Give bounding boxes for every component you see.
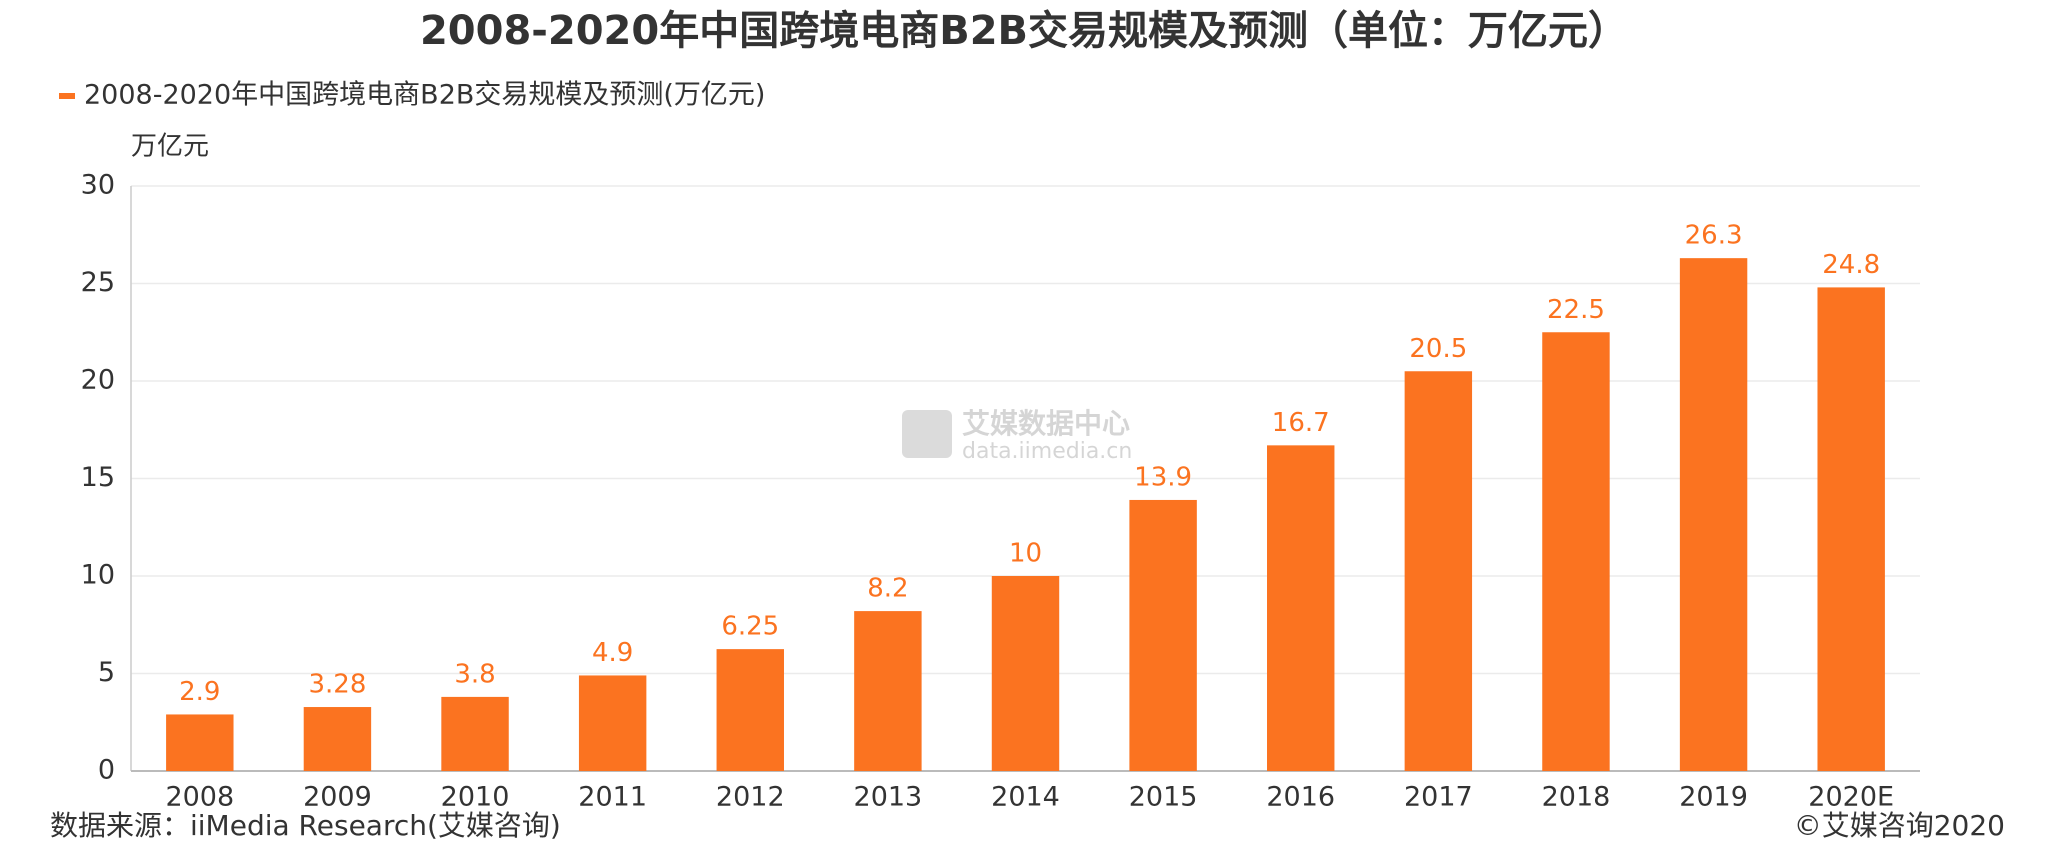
x-tick-label: 2020E [1808, 782, 1894, 813]
data-label: 3.28 [308, 670, 366, 700]
legend-swatch [59, 93, 75, 99]
data-label: 20.5 [1409, 334, 1467, 364]
x-tick-label: 2014 [991, 782, 1060, 813]
x-tick-label: 2011 [578, 782, 647, 813]
data-label: 13.9 [1134, 462, 1192, 492]
data-label: 8.2 [867, 574, 908, 604]
x-tick-label: 2019 [1679, 782, 1748, 813]
y-tick-label: 0 [98, 755, 115, 786]
chart-title: 2008-2020年中国跨境电商B2B交易规模及预测（单位：万亿元） [420, 8, 1628, 54]
copyright: ©艾媒咨询2020 [1794, 809, 2005, 842]
data-label: 6.25 [721, 612, 779, 642]
bar [854, 611, 922, 771]
data-label: 4.9 [592, 638, 633, 668]
x-tick-label: 2010 [441, 782, 510, 813]
data-label: 2.9 [179, 677, 220, 707]
x-tick-label: 2015 [1129, 782, 1198, 813]
bar [1679, 258, 1748, 771]
bar [1129, 499, 1197, 771]
y-tick-label: 15 [81, 462, 115, 493]
x-tick-label: 2016 [1266, 782, 1335, 813]
data-label: 24.8 [1822, 250, 1880, 280]
legend-label: 2008-2020年中国跨境电商B2B交易规模及预测(万亿元) [84, 80, 765, 111]
bar [1404, 371, 1473, 771]
data-label: 16.7 [1272, 408, 1330, 438]
watermark: 艾媒数据中心 data.iimedia.cn [902, 407, 1132, 464]
bar [1267, 445, 1335, 771]
watermark-icon [902, 410, 952, 458]
x-tick-label: 2009 [303, 782, 372, 813]
source: 数据来源：iiMedia Research(艾媒咨询) [50, 809, 561, 842]
x-tick-label: 2018 [1542, 782, 1611, 813]
x-tick-label: 2017 [1404, 782, 1473, 813]
bar [716, 649, 784, 771]
bar [303, 707, 372, 771]
bar [1817, 287, 1885, 771]
y-tick-label: 5 [98, 657, 115, 688]
data-label: 3.8 [454, 659, 495, 689]
y-tick-label: 10 [81, 560, 115, 591]
bar [441, 696, 509, 771]
data-label: 26.3 [1685, 221, 1743, 251]
data-label: 10 [1009, 539, 1042, 569]
bar [991, 576, 1060, 771]
y-tick-label: 25 [81, 267, 115, 298]
x-tick-label: 2008 [165, 782, 234, 813]
watermark-title: 艾媒数据中心 [962, 407, 1130, 440]
data-label: 22.5 [1547, 295, 1605, 325]
bar [1542, 332, 1610, 771]
y-axis-title: 万亿元 [131, 132, 209, 162]
y-tick-label: 30 [81, 170, 115, 201]
bar [166, 714, 234, 771]
x-tick-label: 2013 [854, 782, 923, 813]
y-tick-label: 20 [81, 365, 115, 396]
x-tick-label: 2012 [716, 782, 785, 813]
watermark-url: data.iimedia.cn [962, 439, 1132, 464]
bar [578, 675, 647, 771]
